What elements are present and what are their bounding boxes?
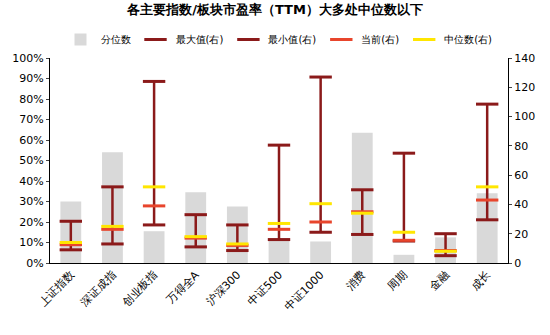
svg-text:最大值(右): 最大值(右): [176, 34, 224, 45]
svg-text:80%: 80%: [19, 93, 43, 106]
svg-text:中位数(右): 中位数(右): [444, 34, 492, 45]
svg-text:30%: 30%: [19, 195, 43, 208]
svg-text:140: 140: [514, 52, 535, 65]
svg-text:40%: 40%: [19, 175, 43, 188]
svg-text:100: 100: [514, 110, 535, 123]
svg-text:各主要指数/板块市盈率（TTM）大多处中位数以下: 各主要指数/板块市盈率（TTM）大多处中位数以下: [126, 2, 423, 17]
svg-text:中证1000: 中证1000: [282, 269, 327, 314]
svg-text:60%: 60%: [19, 134, 43, 147]
svg-text:当前(右): 当前(右): [361, 34, 399, 45]
svg-text:创业板指: 创业板指: [120, 269, 160, 309]
svg-text:上证指数: 上证指数: [37, 269, 77, 309]
svg-text:深证成指: 深证成指: [78, 269, 118, 309]
svg-text:0%: 0%: [26, 257, 43, 270]
svg-text:90%: 90%: [19, 72, 43, 85]
svg-text:消费: 消费: [344, 269, 369, 294]
svg-text:70%: 70%: [19, 113, 43, 126]
svg-text:50%: 50%: [19, 154, 43, 167]
svg-text:60: 60: [514, 169, 528, 182]
svg-text:0: 0: [514, 257, 521, 270]
svg-text:100%: 100%: [12, 52, 43, 65]
svg-text:中证500: 中证500: [245, 269, 285, 309]
svg-text:沪深300: 沪深300: [204, 269, 244, 309]
svg-text:120: 120: [514, 81, 535, 94]
svg-text:20%: 20%: [19, 216, 43, 229]
svg-text:万得全A: 万得全A: [164, 268, 202, 306]
svg-text:40: 40: [514, 198, 528, 211]
svg-text:周期: 周期: [385, 269, 410, 294]
svg-text:成长: 成长: [468, 269, 493, 294]
svg-text:金融: 金融: [427, 269, 452, 294]
svg-text:80: 80: [514, 140, 528, 153]
svg-text:分位数: 分位数: [101, 34, 131, 45]
svg-text:最小值(右): 最小值(右): [268, 34, 316, 45]
svg-text:20: 20: [514, 228, 528, 241]
svg-text:10%: 10%: [19, 236, 43, 249]
